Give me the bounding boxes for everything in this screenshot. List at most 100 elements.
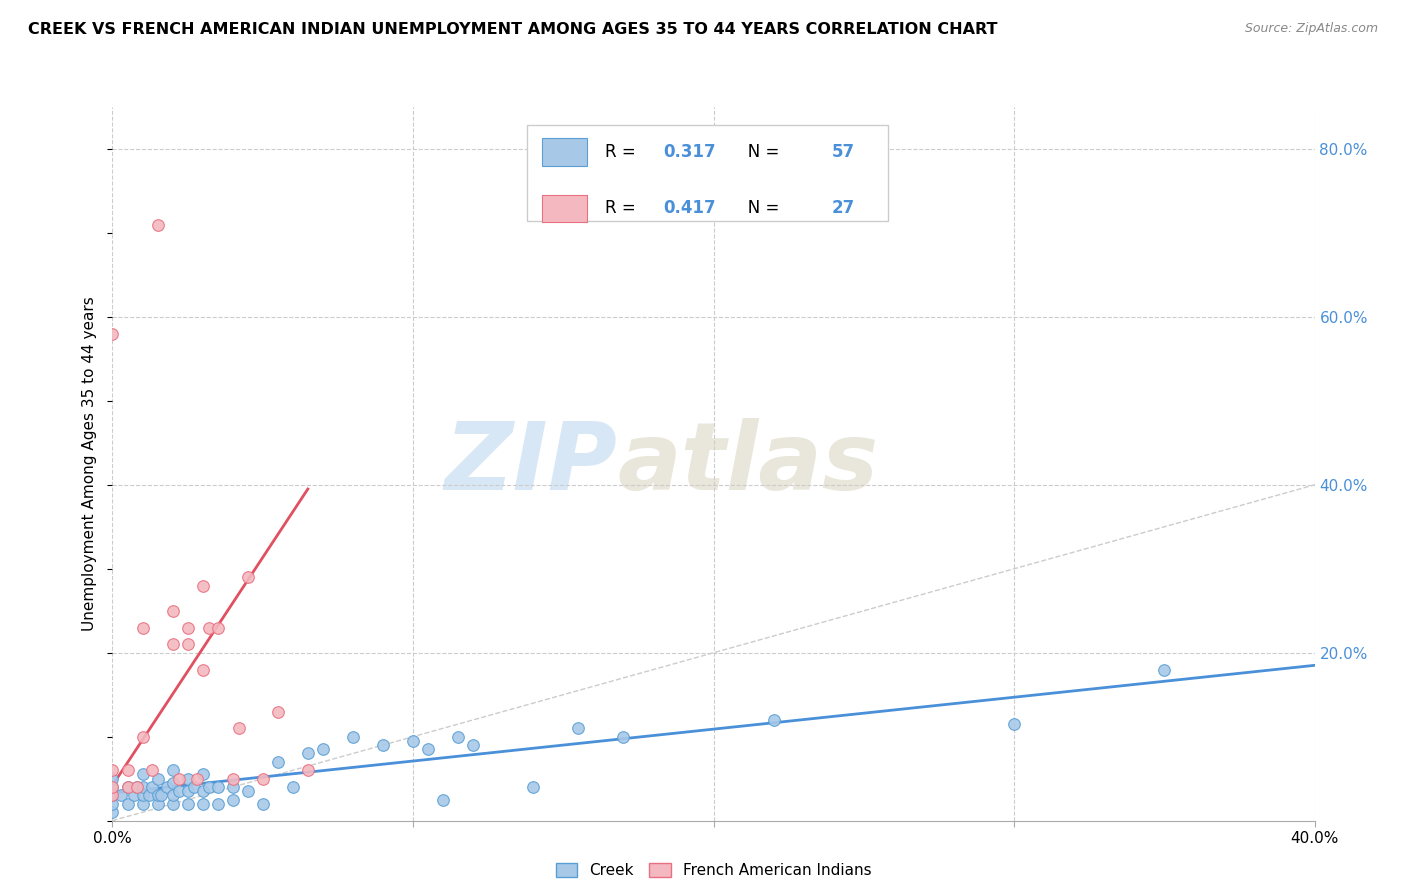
Text: R =: R = xyxy=(606,200,641,218)
Point xyxy=(461,738,484,752)
Point xyxy=(141,764,163,778)
Point xyxy=(101,780,124,794)
Legend: Creek, French American Indians: Creek, French American Indians xyxy=(550,857,877,884)
Point xyxy=(117,780,139,794)
Point xyxy=(162,604,184,618)
Point xyxy=(191,578,214,592)
Text: 0.317: 0.317 xyxy=(664,143,716,161)
Point xyxy=(176,772,198,786)
Point xyxy=(101,789,124,803)
Point xyxy=(155,780,177,794)
Point xyxy=(176,637,198,651)
Point xyxy=(167,772,190,786)
Point xyxy=(207,797,229,811)
Point xyxy=(101,772,124,786)
Point xyxy=(146,772,169,786)
Point xyxy=(176,797,198,811)
Point xyxy=(762,713,785,727)
Point xyxy=(191,797,214,811)
Text: atlas: atlas xyxy=(617,417,879,510)
Point xyxy=(162,776,184,790)
Text: 57: 57 xyxy=(831,143,855,161)
Point xyxy=(117,797,139,811)
Point xyxy=(122,789,145,803)
Text: N =: N = xyxy=(731,143,785,161)
Point xyxy=(432,792,454,806)
Point xyxy=(101,797,124,811)
Point xyxy=(183,780,205,794)
Point xyxy=(228,721,250,735)
Point xyxy=(125,780,148,794)
Point xyxy=(167,784,190,798)
Point xyxy=(1153,663,1175,677)
Text: ZIP: ZIP xyxy=(444,417,617,510)
Point xyxy=(176,784,198,798)
Text: N =: N = xyxy=(731,200,785,218)
Point xyxy=(612,730,634,744)
Point xyxy=(101,326,124,341)
Point xyxy=(252,797,274,811)
Text: R =: R = xyxy=(606,143,641,161)
Point xyxy=(222,792,245,806)
Point xyxy=(207,780,229,794)
Point xyxy=(110,789,132,803)
Point xyxy=(186,772,208,786)
Point xyxy=(191,767,214,781)
FancyBboxPatch shape xyxy=(541,138,588,166)
Point xyxy=(125,780,148,794)
Text: CREEK VS FRENCH AMERICAN INDIAN UNEMPLOYMENT AMONG AGES 35 TO 44 YEARS CORRELATI: CREEK VS FRENCH AMERICAN INDIAN UNEMPLOY… xyxy=(28,22,998,37)
Point xyxy=(191,784,214,798)
Point xyxy=(522,780,544,794)
Point xyxy=(297,747,319,761)
FancyBboxPatch shape xyxy=(527,125,887,221)
Point xyxy=(567,721,589,735)
Point xyxy=(101,780,124,794)
Point xyxy=(197,780,219,794)
Point xyxy=(162,789,184,803)
Point xyxy=(162,797,184,811)
Point xyxy=(207,621,229,635)
Point xyxy=(101,764,124,778)
Text: 0.417: 0.417 xyxy=(664,200,716,218)
Point xyxy=(297,764,319,778)
Point xyxy=(191,663,214,677)
Point xyxy=(342,730,364,744)
Point xyxy=(162,764,184,778)
Point xyxy=(252,772,274,786)
Point xyxy=(222,772,245,786)
Point xyxy=(131,730,153,744)
Y-axis label: Unemployment Among Ages 35 to 44 years: Unemployment Among Ages 35 to 44 years xyxy=(82,296,97,632)
Point xyxy=(101,789,124,803)
Point xyxy=(281,780,304,794)
Point xyxy=(101,805,124,820)
Point xyxy=(131,780,153,794)
Point xyxy=(222,780,245,794)
Point xyxy=(176,621,198,635)
Point xyxy=(447,730,470,744)
Point xyxy=(236,784,259,798)
Text: 27: 27 xyxy=(831,200,855,218)
Point xyxy=(131,767,153,781)
FancyBboxPatch shape xyxy=(541,194,588,222)
Point xyxy=(146,218,169,232)
Point xyxy=(131,797,153,811)
Point xyxy=(141,780,163,794)
Point xyxy=(197,621,219,635)
Point xyxy=(131,789,153,803)
Point xyxy=(371,738,394,752)
Point xyxy=(236,570,259,584)
Point xyxy=(138,789,160,803)
Point xyxy=(267,705,290,719)
Point xyxy=(162,637,184,651)
Point xyxy=(149,789,172,803)
Point xyxy=(1002,717,1025,731)
Point xyxy=(131,621,153,635)
Point xyxy=(402,734,425,748)
Point xyxy=(117,780,139,794)
Point xyxy=(416,742,439,756)
Point xyxy=(267,755,290,769)
Point xyxy=(146,797,169,811)
Text: Source: ZipAtlas.com: Source: ZipAtlas.com xyxy=(1244,22,1378,36)
Point xyxy=(146,789,169,803)
Point xyxy=(117,764,139,778)
